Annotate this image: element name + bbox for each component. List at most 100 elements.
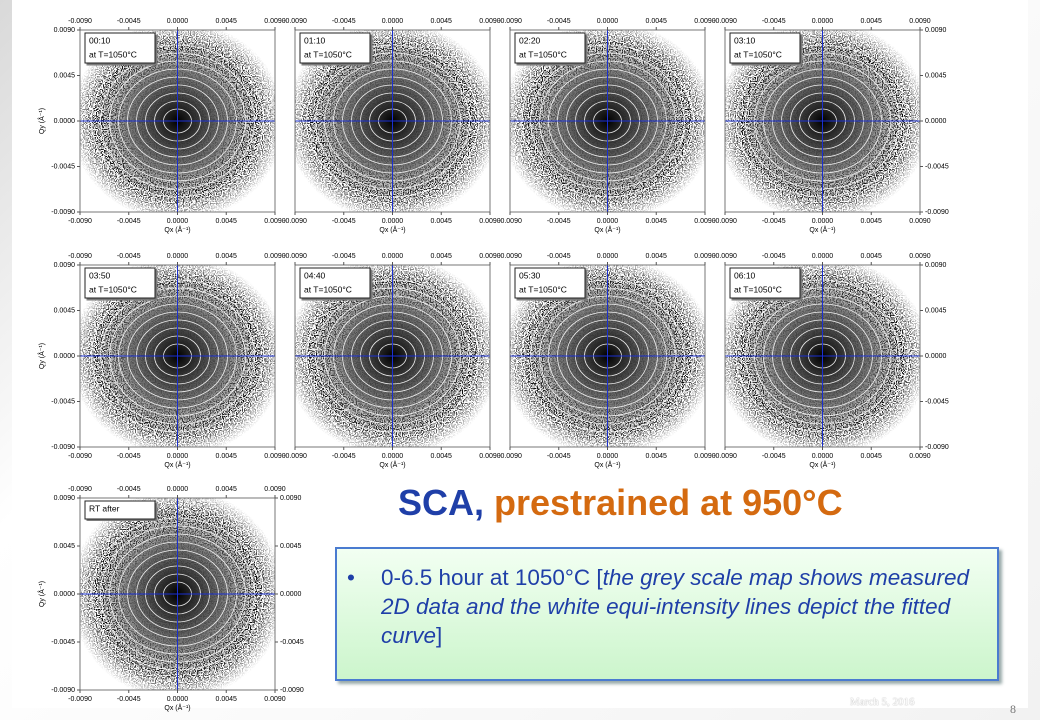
y-tick-label-right: -0.0090 xyxy=(925,209,949,216)
x-tick-label-top: 0.0090 xyxy=(694,253,716,260)
panel-temp: at T=1050°C xyxy=(519,284,567,294)
x-tick-label: 0.0045 xyxy=(646,453,668,460)
x-tick-label: -0.0090 xyxy=(498,218,522,225)
y-tick-label-right: 0.0000 xyxy=(925,353,947,360)
map-panel: -0.0090 -0.0090 -0.0090 -0.0045 -0.0045 -0.00… xyxy=(713,18,949,234)
y-tick-label: 0.0045 xyxy=(54,307,76,314)
slide-title: SCA, prestrained at 950°C xyxy=(398,482,843,524)
x-tick-label: 0.0090 xyxy=(479,453,501,460)
x-tick-label: 0.0045 xyxy=(861,453,883,460)
x-tick-label: 0.0090 xyxy=(909,453,931,460)
x-tick-label: -0.0045 xyxy=(547,453,571,460)
panel-label: 06:10 at T=1050°C xyxy=(729,267,801,299)
x-tick-label: 0.0000 xyxy=(597,218,619,225)
x-tick-label: -0.0090 xyxy=(283,218,307,225)
map-image xyxy=(725,30,920,212)
x-tick-label-top: -0.0045 xyxy=(117,18,141,25)
x-tick-label-top: 0.0045 xyxy=(431,253,453,260)
x-tick-label: -0.0090 xyxy=(713,453,737,460)
panel-time: 05:30 xyxy=(519,270,541,280)
x-tick-label: 0.0000 xyxy=(382,218,404,225)
x-tick-label-top: 0.0045 xyxy=(216,486,238,493)
y-tick-label-right: -0.0045 xyxy=(925,398,949,405)
map-panel: -0.0090 -0.0090 -0.0045 -0.0045 0.0000 0.0000… xyxy=(498,18,716,234)
x-tick-label: -0.0045 xyxy=(117,218,141,225)
y-tick-label: 0.0045 xyxy=(54,543,76,550)
x-tick-label-top: -0.0045 xyxy=(332,253,356,260)
x-tick-label: 0.0090 xyxy=(264,218,286,225)
x-tick-label-top: 0.0090 xyxy=(909,253,931,260)
x-tick-label-top: -0.0090 xyxy=(68,18,92,25)
x-tick-label: 0.0000 xyxy=(597,453,619,460)
x-tick-label: 0.0090 xyxy=(694,453,716,460)
y-tick-label-right: 0.0090 xyxy=(925,27,947,34)
x-axis-label: Qx (Å⁻¹) xyxy=(164,703,190,712)
y-tick-label-right: 0.0045 xyxy=(925,307,947,314)
map-panel: -0.0090 -0.0090 -0.0090 -0.0045 -0.0045 -0.00… xyxy=(37,18,286,234)
y-tick-label: -0.0045 xyxy=(51,639,75,646)
x-tick-label-top: 0.0045 xyxy=(646,18,668,25)
page-number: 8 xyxy=(1010,702,1016,716)
x-tick-label-top: 0.0000 xyxy=(382,253,404,260)
y-tick-label: 0.0000 xyxy=(54,353,76,360)
panel-temp: at T=1050°C xyxy=(519,49,567,59)
panel-time: 00:10 xyxy=(89,35,111,45)
x-axis-label: Qx (Å⁻¹) xyxy=(809,225,835,234)
label-box xyxy=(299,32,371,64)
x-tick-label-top: -0.0045 xyxy=(547,253,571,260)
x-tick-label: 0.0090 xyxy=(909,218,931,225)
y-tick-label: 0.0090 xyxy=(54,262,76,269)
x-tick-label-top: -0.0090 xyxy=(713,18,737,25)
x-tick-label-top: 0.0090 xyxy=(479,18,501,25)
x-tick-label: -0.0090 xyxy=(283,453,307,460)
label-box xyxy=(514,267,586,299)
panel-label: 02:20 at T=1050°C xyxy=(514,32,586,64)
bullet-italic: the grey scale map shows measured 2D dat… xyxy=(381,565,970,648)
bullet-text: 0-6.5 hour at 1050°C [ xyxy=(381,565,603,590)
x-tick-label: -0.0045 xyxy=(762,453,786,460)
y-tick-label: 0.0045 xyxy=(54,72,76,79)
y-tick-label: -0.0090 xyxy=(51,444,75,451)
panel-time: 04:40 xyxy=(304,270,326,280)
x-tick-label-top: 0.0000 xyxy=(812,253,834,260)
x-tick-label-top: 0.0000 xyxy=(597,18,619,25)
x-axis-label: Qx (Å⁻¹) xyxy=(164,225,190,234)
y-tick-label-right: -0.0045 xyxy=(280,639,304,646)
x-tick-label: 0.0045 xyxy=(216,453,238,460)
x-tick-label: 0.0000 xyxy=(812,218,834,225)
x-tick-label: 0.0045 xyxy=(431,453,453,460)
y-tick-label-right: 0.0090 xyxy=(280,495,302,502)
title-rest: prestrained at 950°C xyxy=(494,482,843,523)
y-tick-label-right: 0.0000 xyxy=(280,591,302,598)
panel-temp: at T=1050°C xyxy=(734,49,782,59)
y-tick-label: -0.0090 xyxy=(51,687,75,694)
x-tick-label-top: -0.0045 xyxy=(762,253,786,260)
x-tick-label-top: 0.0090 xyxy=(264,18,286,25)
x-tick-label-top: 0.0000 xyxy=(167,18,189,25)
y-tick-label-right: -0.0090 xyxy=(925,444,949,451)
bullet-box: • 0-6.5 hour at 1050°C [the grey scale ma… xyxy=(335,547,999,681)
x-axis-label: Qx (Å⁻¹) xyxy=(594,460,620,469)
bullet-dot: • xyxy=(347,565,355,590)
x-tick-label-top: 0.0000 xyxy=(167,253,189,260)
x-tick-label: 0.0090 xyxy=(264,453,286,460)
panel-time: 02:20 xyxy=(519,35,541,45)
panel-temp: at T=1050°C xyxy=(304,49,352,59)
x-tick-label-top: -0.0045 xyxy=(117,486,141,493)
label-box xyxy=(299,267,371,299)
label-box xyxy=(84,500,156,520)
x-tick-label-top: 0.0090 xyxy=(694,18,716,25)
panel-temp: at T=1050°C xyxy=(304,284,352,294)
title-lead: SCA, xyxy=(398,482,485,523)
panel-temp: at T=1050°C xyxy=(89,49,137,59)
label-box xyxy=(84,32,156,64)
label-box xyxy=(84,267,156,299)
x-tick-label: 0.0045 xyxy=(861,218,883,225)
x-tick-label-top: -0.0090 xyxy=(68,253,92,260)
x-tick-label-top: 0.0045 xyxy=(216,18,238,25)
map-panel: -0.0090 -0.0090 -0.0090 -0.0090 -0.0045 -0.00… xyxy=(37,486,304,712)
panel-label: 01:10 at T=1050°C xyxy=(299,32,371,64)
map-panel: -0.0090 -0.0090 -0.0090 -0.0045 -0.0045 -0.00… xyxy=(37,253,286,469)
x-tick-label-top: 0.0045 xyxy=(646,253,668,260)
